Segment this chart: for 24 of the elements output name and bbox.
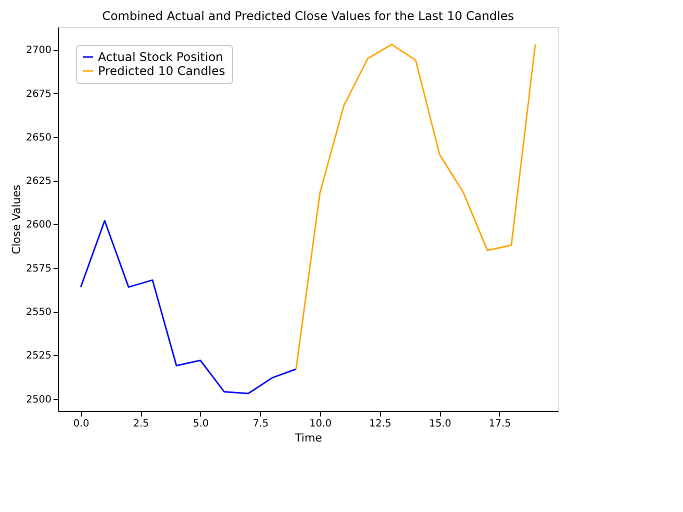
y-tick-label: 2625 <box>26 176 52 188</box>
line-series <box>295 44 536 370</box>
x-tick-label: 0.0 <box>73 418 90 430</box>
y-tick-label: 2675 <box>26 88 52 100</box>
x-tick-label: 7.5 <box>252 418 269 430</box>
x-tick-label: 2.5 <box>133 418 149 430</box>
chart-title: Combined Actual and Predicted Close Values for the Last 10 Candles <box>102 9 514 23</box>
y-tick-label: 2700 <box>26 45 52 56</box>
y-tick-label: 2525 <box>26 350 52 362</box>
y-tick-label: 2600 <box>26 220 52 231</box>
x-tick-label: 5.0 <box>192 418 209 430</box>
y-tick-label: 2650 <box>26 132 52 144</box>
y-tick-label: 2575 <box>26 263 52 274</box>
y-axis-title: Close Values <box>10 184 24 254</box>
legend-label: Actual Stock Position <box>98 50 224 64</box>
y-tick-label: 2550 <box>26 307 52 318</box>
x-tick-label: 17.5 <box>488 418 512 430</box>
x-tick-label: 10.0 <box>309 418 332 430</box>
x-axis-title: Time <box>294 432 322 444</box>
line-series <box>80 220 297 394</box>
legend-label: Predicted 10 Candles <box>98 64 226 78</box>
x-tick-label: 15.0 <box>428 418 452 430</box>
y-tick-label: 2500 <box>26 394 52 406</box>
x-tick-label: 12.5 <box>369 418 392 430</box>
